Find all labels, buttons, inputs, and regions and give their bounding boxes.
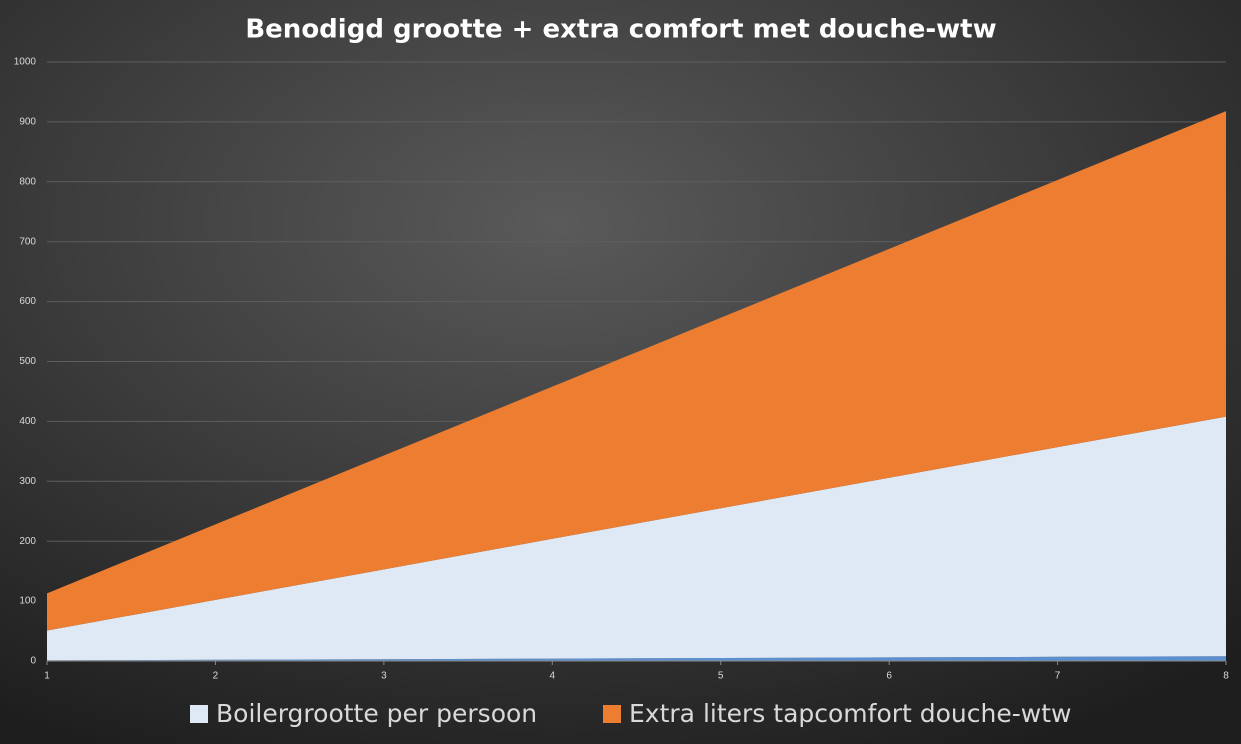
area: [47, 111, 1226, 631]
y-tick-label: 0: [30, 656, 36, 667]
x-tick-label: 2: [213, 671, 219, 682]
x-tick-label: 5: [718, 671, 724, 682]
y-tick-label: 900: [19, 117, 36, 128]
legend-swatch: [603, 705, 621, 723]
x-tick-label: 7: [1055, 671, 1061, 682]
legend-swatch: [190, 705, 208, 723]
legend-label: Boilergrootte per persoon: [216, 699, 537, 728]
x-tick-label: 8: [1223, 671, 1229, 682]
x-tick-label: 4: [550, 671, 556, 682]
y-tick-label: 100: [19, 596, 36, 607]
legend-label: Extra liters tapcomfort douche-wtw: [629, 699, 1071, 728]
x-tick-label: 6: [886, 671, 892, 682]
y-tick-label: 700: [19, 236, 36, 247]
area: [47, 656, 1226, 661]
y-tick-label: 1000: [14, 57, 37, 68]
chart-title: Benodigd grootte + extra comfort met dou…: [245, 15, 996, 45]
area: [47, 416, 1226, 661]
x-tick-label: 3: [381, 671, 387, 682]
y-tick-label: 800: [19, 176, 36, 187]
y-tick-label: 200: [19, 536, 36, 547]
y-tick-label: 400: [19, 416, 36, 427]
y-tick-label: 300: [19, 476, 36, 487]
y-tick-label: 500: [19, 356, 36, 367]
y-tick-label: 600: [19, 296, 36, 307]
x-tick-label: 1: [44, 671, 50, 682]
